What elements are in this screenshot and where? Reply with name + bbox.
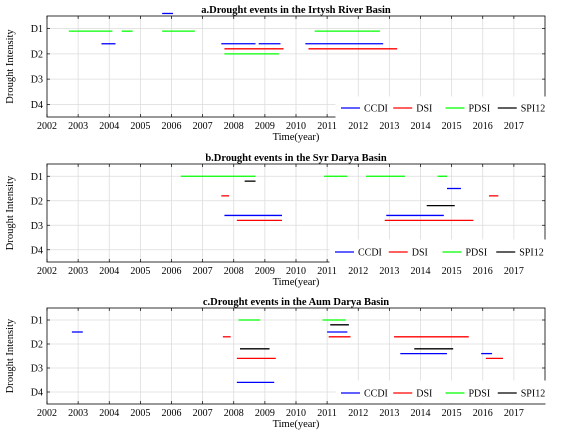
legend: CCDI DSI PDSI SPI12	[335, 96, 546, 118]
legend-label-ccdi: CCDI	[358, 248, 382, 259]
x-tick-label: 2011	[317, 266, 337, 277]
x-tick-label: 2017	[504, 408, 524, 419]
x-tick-label: 2003	[68, 266, 88, 277]
legend-label-dsi: DSI	[416, 104, 432, 115]
x-tick-label: 2009	[255, 121, 275, 132]
x-tick-label: 2014	[411, 121, 431, 132]
x-tick-label: 2002	[37, 121, 57, 132]
x-tick-label: 2014	[411, 408, 431, 419]
x-tick-label: 2013	[379, 121, 399, 132]
x-tick-label: 2003	[68, 121, 88, 132]
legend-label-spi12: SPI12	[521, 104, 545, 115]
y-axis-label: Drought Intensity	[5, 175, 16, 250]
x-tick-label: 2012	[348, 266, 368, 277]
x-tick-label: 2006	[162, 266, 182, 277]
x-tick-label: 2017	[504, 266, 524, 277]
x-tick-label: 2017	[504, 121, 524, 132]
legend-label-pdsi: PDSI	[469, 104, 491, 115]
x-tick-label: 2004	[99, 408, 119, 419]
y-tick-label: D3	[31, 75, 43, 86]
y-tick-label: D4	[31, 388, 43, 399]
y-tick-label: D1	[31, 172, 43, 183]
x-tick-label: 2010	[286, 408, 306, 419]
chart-panel-3: 2002 2003 2004 2005 2006 2007 2008 2009 2010 2011…	[5, 297, 546, 430]
y-tick-label: D2	[31, 196, 43, 207]
y-tick-label: D2	[31, 49, 43, 60]
x-axis-label: Time(year)	[273, 277, 320, 288]
legend-label-dsi: DSI	[416, 389, 432, 400]
x-tick-label: 2007	[193, 121, 213, 132]
legend-label-pdsi: PDSI	[469, 389, 491, 400]
x-tick-label: 2002	[37, 266, 57, 277]
x-tick-label: 2013	[379, 408, 399, 419]
x-tick-label: 2012	[348, 121, 368, 132]
legend-box	[335, 380, 546, 404]
x-tick-label: 2008	[224, 121, 244, 132]
x-tick-label: 2006	[162, 121, 182, 132]
chart-title: c.Drought events in the Aum Darya Basin	[203, 297, 389, 308]
x-tick-label: 2003	[68, 408, 88, 419]
y-tick-label: D2	[31, 340, 43, 351]
legend-label-ccdi: CCDI	[364, 104, 388, 115]
chart-panel-1: 2002 2003 2004 2005 2006 2007 2008 2009 2010 2011…	[5, 5, 546, 143]
y-tick-label: D4	[31, 245, 43, 256]
legend-box	[335, 96, 546, 118]
x-tick-label: 2005	[130, 408, 150, 419]
y-tick-label: D3	[31, 221, 43, 232]
x-tick-label: 2015	[442, 408, 462, 419]
x-tick-label: 2009	[255, 408, 275, 419]
x-tick-label: 2016	[473, 266, 493, 277]
chart-title: a.Drought events in the Irtysh River Bas…	[201, 5, 391, 16]
x-tick-label: 2010	[286, 121, 306, 132]
x-tick-label: 2005	[130, 121, 150, 132]
y-tick-label: D3	[31, 364, 43, 375]
x-tick-label: 2004	[99, 121, 119, 132]
x-tick-label: 2007	[193, 266, 213, 277]
x-tick-label: 2015	[442, 121, 462, 132]
x-axis-label: Time(year)	[273, 419, 320, 430]
legend-label-pdsi: PDSI	[466, 248, 488, 259]
y-tick-label: D1	[31, 24, 43, 35]
y-tick-label: D4	[31, 100, 43, 111]
x-tick-label: 2002	[37, 408, 57, 419]
y-tick-label: D1	[31, 316, 43, 327]
legend: CCDI DSI PDSI SPI12	[335, 380, 546, 404]
chart-title: b.Drought events in the Syr Darya Basin	[205, 153, 387, 164]
x-tick-label: 2005	[130, 266, 150, 277]
legend-box	[329, 239, 546, 263]
legend-label-ccdi: CCDI	[364, 389, 388, 400]
x-tick-label: 2008	[224, 266, 244, 277]
x-tick-label: 2009	[255, 266, 275, 277]
y-axis-label: Drought Intensity	[5, 318, 16, 393]
legend-label-spi12: SPI12	[521, 389, 545, 400]
x-tick-label: 2010	[286, 266, 306, 277]
x-tick-label: 2004	[99, 266, 119, 277]
legend: CCDI DSI PDSI SPI12	[329, 239, 546, 263]
x-tick-label: 2008	[224, 408, 244, 419]
x-tick-label: 2011	[317, 121, 337, 132]
legend-label-spi12: SPI12	[519, 248, 543, 259]
x-tick-label: 2016	[473, 408, 493, 419]
x-axis-label: Time(year)	[273, 132, 320, 143]
x-tick-label: 2014	[411, 266, 431, 277]
x-tick-label: 2016	[473, 121, 493, 132]
x-tick-label: 2007	[193, 408, 213, 419]
chart-panel-2: 2002 2003 2004 2005 2006 2007 2008 2009 2010 2011…	[5, 153, 546, 288]
x-tick-label: 2006	[162, 408, 182, 419]
x-tick-label: 2013	[379, 266, 399, 277]
y-axis-label: Drought Intensity	[5, 29, 16, 104]
legend-label-dsi: DSI	[412, 248, 428, 259]
x-tick-label: 2012	[348, 408, 368, 419]
x-tick-label: 2015	[442, 266, 462, 277]
x-tick-label: 2011	[317, 408, 337, 419]
